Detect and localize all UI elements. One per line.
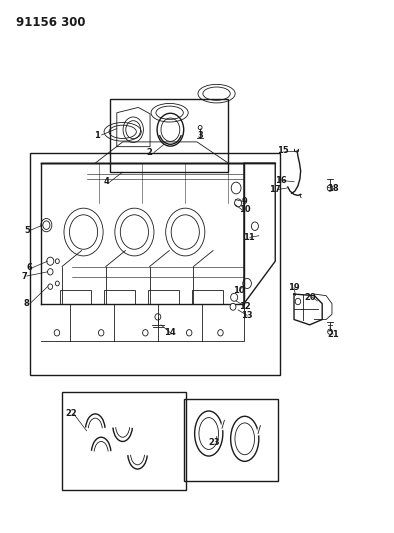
Text: 91156 300: 91156 300 — [16, 16, 86, 29]
Text: 3: 3 — [197, 131, 203, 140]
Bar — [62, 392, 186, 490]
Text: 21: 21 — [327, 330, 339, 339]
Ellipse shape — [56, 259, 59, 264]
Text: 15: 15 — [277, 147, 289, 156]
Text: 18: 18 — [327, 183, 339, 192]
Ellipse shape — [56, 281, 59, 286]
Text: 6: 6 — [27, 263, 32, 272]
Ellipse shape — [186, 329, 192, 336]
Text: 4: 4 — [103, 177, 109, 186]
Bar — [30, 152, 280, 375]
Ellipse shape — [54, 329, 59, 336]
Text: 16: 16 — [275, 176, 287, 185]
Text: 13: 13 — [241, 311, 253, 320]
Text: 2: 2 — [146, 148, 152, 157]
Ellipse shape — [218, 329, 223, 336]
Ellipse shape — [143, 329, 148, 336]
Text: 19: 19 — [288, 283, 300, 292]
Bar — [184, 399, 278, 481]
Ellipse shape — [98, 329, 104, 336]
Text: 17: 17 — [269, 185, 281, 194]
Text: 5: 5 — [24, 226, 30, 235]
Text: 9: 9 — [242, 197, 247, 206]
Text: 20: 20 — [305, 293, 316, 302]
Text: 10: 10 — [239, 205, 251, 214]
Text: 22: 22 — [65, 409, 77, 418]
Text: 11: 11 — [243, 233, 255, 242]
Ellipse shape — [230, 303, 236, 310]
Text: 14: 14 — [165, 328, 176, 337]
Text: 1: 1 — [94, 131, 100, 140]
Text: 10: 10 — [233, 286, 245, 295]
Text: 8: 8 — [24, 299, 30, 308]
Ellipse shape — [230, 293, 238, 301]
Text: 12: 12 — [239, 302, 251, 311]
Ellipse shape — [295, 298, 301, 305]
Text: 23: 23 — [209, 438, 220, 447]
Text: 7: 7 — [21, 271, 27, 280]
Bar — [110, 99, 228, 172]
